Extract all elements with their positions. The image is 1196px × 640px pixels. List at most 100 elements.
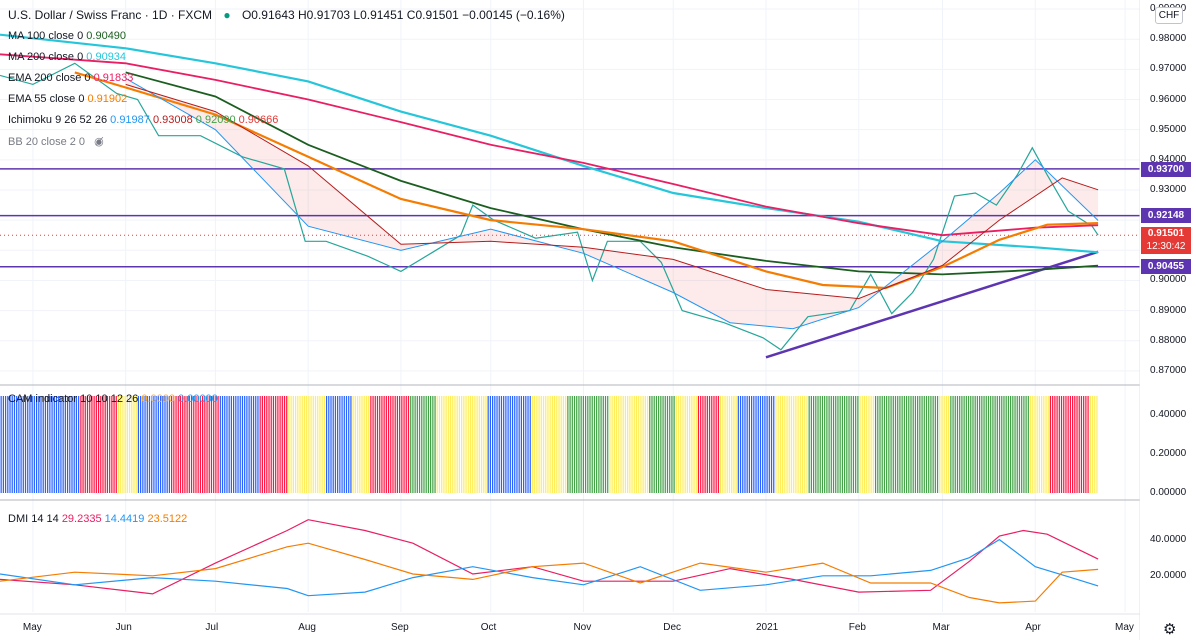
cam-bar: [720, 396, 722, 493]
cam-bar: [1041, 396, 1043, 493]
legend-cam[interactable]: CAM indicator 10 10 12 26 0.0000 0.00000: [8, 393, 218, 405]
cam-bar: [188, 396, 190, 493]
cam-bar: [702, 396, 704, 493]
legend-ichimoku[interactable]: Ichimoku 9 26 52 26 0.91987 0.93008 0.92…: [8, 114, 279, 126]
cam-bar: [179, 396, 182, 493]
cam-bar: [1021, 396, 1023, 493]
cam-bar: [102, 396, 104, 493]
cam-bar: [622, 396, 624, 493]
cam-bar: [434, 396, 436, 493]
cam-bar: [591, 396, 593, 493]
cam-bar: [193, 396, 195, 493]
time-tick-label: 2021: [755, 622, 779, 633]
eye-crossed-icon[interactable]: ◉̸: [94, 136, 104, 148]
cam-bar: [967, 396, 970, 493]
level-tag-high: 0.93700: [1141, 162, 1191, 177]
cam-bar: [753, 396, 755, 493]
cam-bar: [467, 396, 469, 493]
cam-bar: [799, 396, 801, 493]
cam-bar: [1012, 396, 1014, 493]
cam-bar: [569, 396, 571, 493]
cam-bar: [113, 396, 115, 493]
market-status-icon: ●: [223, 8, 231, 22]
cam-bar: [166, 396, 168, 493]
cam-bar: [611, 396, 613, 493]
cam-bar: [894, 396, 897, 493]
cam-bar: [527, 396, 529, 493]
symbol-title[interactable]: U.S. Dollar / Swiss Franc · 1D · FXCM ● …: [8, 8, 565, 22]
price-tick-label: 0.88000: [1150, 334, 1187, 346]
cam-bar: [808, 396, 810, 493]
cam-bar: [334, 396, 337, 493]
ema55-value: 0.91902: [87, 93, 128, 105]
cam-bar: [728, 396, 731, 493]
cam-bar: [819, 396, 821, 493]
legend-dmi[interactable]: DMI 14 14 29.2335 14.4419 23.5122: [8, 513, 188, 525]
cam-bar: [117, 396, 120, 493]
cam-bar: [456, 396, 458, 493]
level-tag-mid: 0.92148: [1141, 208, 1191, 223]
cam-bar: [662, 396, 664, 493]
cam-bar: [801, 396, 804, 493]
cam-bar: [551, 396, 553, 493]
cam-bar: [177, 396, 179, 493]
cam-bar: [784, 396, 786, 493]
cam-bar: [666, 396, 669, 493]
cam-bar: [733, 396, 735, 493]
cam-bar: [173, 396, 175, 493]
cam-bar: [392, 396, 394, 493]
cam-bar: [157, 396, 159, 493]
time-tick-label: Apr: [1025, 622, 1041, 633]
cam-bar: [49, 396, 51, 493]
cam-bar: [589, 396, 591, 493]
cam-bar: [762, 396, 764, 493]
cam-bar: [387, 396, 390, 493]
legend-ema200[interactable]: EMA 200 close 0 0.91833: [8, 72, 134, 84]
cam-bar: [810, 396, 812, 493]
legend-bb[interactable]: BB 20 close 2 0 ◉̸: [8, 136, 104, 148]
dmi-line: [0, 519, 1099, 595]
legend-ma100[interactable]: MA 100 close 0 0.90490: [8, 30, 127, 42]
cam-bar: [1085, 396, 1087, 493]
price-axis[interactable]: [1140, 0, 1196, 640]
legend-ma200[interactable]: MA 200 close 0 0.90934: [8, 51, 127, 63]
currency-badge[interactable]: CHF: [1155, 7, 1183, 24]
cam-bar: [215, 396, 217, 493]
cam-bar: [1087, 396, 1089, 493]
legend-ema55[interactable]: EMA 55 close 0 0.91902: [8, 93, 128, 105]
cam-bar: [66, 396, 69, 493]
cam-bar: [1047, 396, 1049, 493]
cam-bar: [786, 396, 788, 493]
cam-bar: [731, 396, 733, 493]
cam-bar: [505, 396, 507, 493]
cam-bar: [13, 396, 16, 493]
cam-bar: [281, 396, 283, 493]
cam-bar: [286, 396, 288, 493]
cam-bar: [1076, 396, 1078, 493]
settings-gear-icon[interactable]: ⚙: [1163, 621, 1177, 638]
cam-bar: [266, 396, 268, 493]
cam-bar: [452, 396, 454, 493]
cam-bar: [168, 396, 171, 493]
cam-bar: [974, 396, 976, 493]
cam-bar: [994, 396, 996, 493]
cam-bar: [635, 396, 638, 493]
cam-bar: [283, 396, 286, 493]
cam-bar: [706, 396, 708, 493]
cam-bar: [35, 396, 38, 493]
cam-bar: [368, 396, 370, 493]
cam-bar: [981, 396, 983, 493]
cam-bar: [162, 396, 164, 493]
dmi-value-3: 23.5122: [147, 513, 188, 525]
cam-bar: [817, 396, 819, 493]
cam-bar: [892, 396, 894, 493]
cam-bar: [781, 396, 784, 493]
cam-bar: [144, 396, 146, 493]
cam-bar: [553, 396, 556, 493]
cam-bar: [0, 396, 2, 493]
cam-bar: [686, 396, 689, 493]
cam-bar: [735, 396, 737, 493]
cam-bar: [405, 396, 407, 493]
cam-bar: [410, 396, 412, 493]
